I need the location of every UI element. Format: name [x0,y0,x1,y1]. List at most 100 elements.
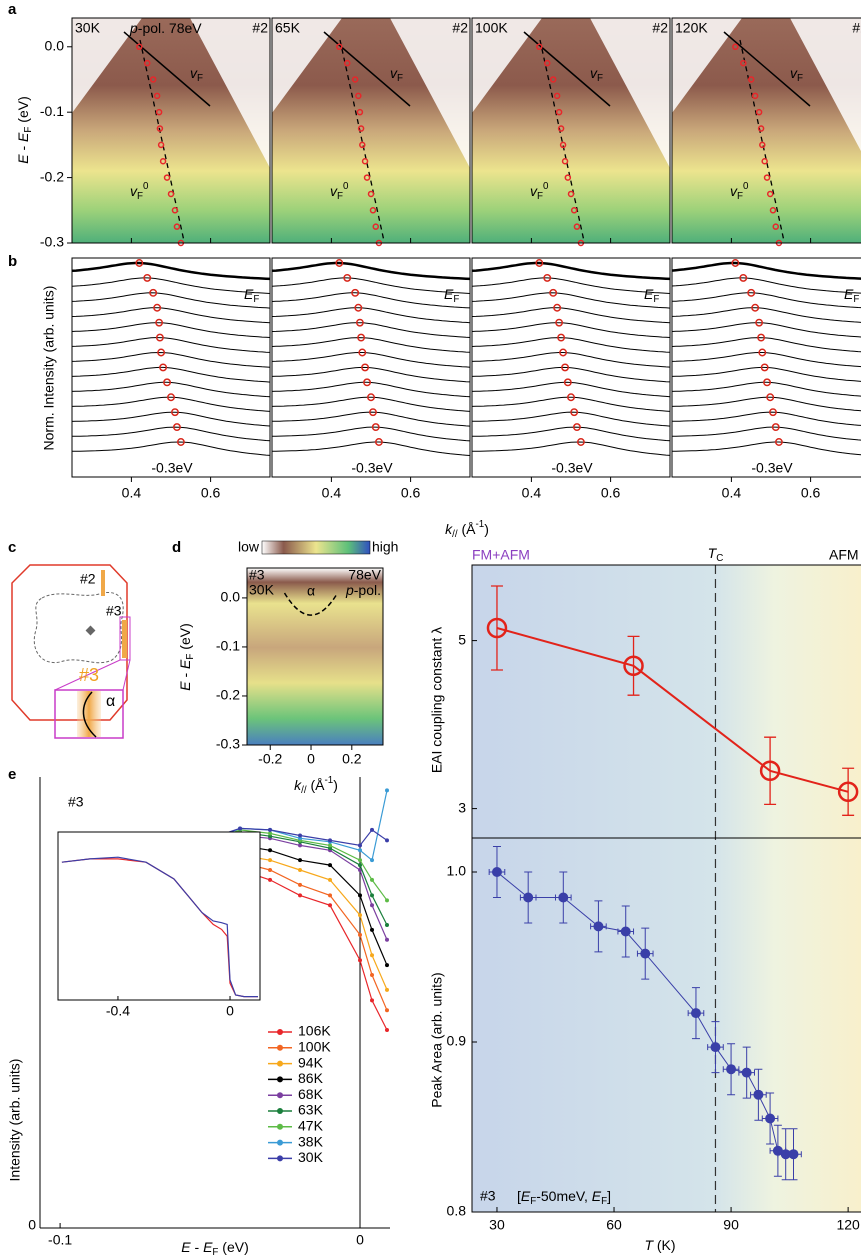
mdc-curve [271,381,471,398]
mdc-curve [471,366,671,383]
series-point [385,987,390,992]
series-point [385,1008,390,1013]
phase-label: FM+AFM [472,547,530,563]
vf-label-part: v [790,65,798,81]
ef-label: EF [844,286,859,305]
series-point [268,858,273,863]
frame [471,564,861,1213]
mdc-curve [471,261,671,281]
mdc-curve [671,426,861,441]
vf0-label-part: v [530,183,538,199]
mdc-peak [351,288,360,297]
y-tick-label: 0.0 [221,589,241,605]
mdc-peak [535,259,544,267]
mdc-peak [543,273,552,282]
series-point [298,836,303,841]
mdc-peak [143,273,152,282]
cut-label: #3 [249,567,265,583]
series-point [328,838,333,843]
y-tick-label: -0.1 [216,638,240,654]
vf-label-part: v [390,65,398,81]
pol-note: p-pol. [345,582,381,598]
peak-point [357,125,365,132]
data-point [593,921,604,932]
series-point [358,843,363,848]
x-tick-label: 120 [836,1217,860,1233]
legend-marker [277,1123,283,1130]
series-point [298,893,303,898]
frame [71,17,271,244]
cut-label: #2 [80,571,96,587]
zoom-inset [54,689,124,739]
gamma-point [85,625,96,636]
mdc-peak [572,423,581,432]
data-point [788,1149,799,1160]
mdc-peak [155,333,164,342]
peak-point [757,125,765,132]
peak-point [343,59,351,67]
cut-label: #2 [252,20,268,36]
mdc-curve [271,261,471,281]
x-axis-label-part: -1 [324,775,333,786]
range-note-part: E [592,1188,602,1204]
y-axis-label: E - EF (eV) [177,623,196,690]
octagon [11,564,128,721]
mdc-peak [135,259,144,267]
peak-point [153,92,161,100]
peak-point [367,190,375,198]
series-point [268,868,273,873]
pol-note-part: p [345,582,354,598]
peak-point [372,223,380,230]
y-tick-label: -0.1 [40,103,64,119]
mdc-curve [671,322,861,338]
peak-point [163,174,171,181]
mdc-curve [671,261,861,280]
series-point [268,877,273,882]
series-point [298,833,303,838]
legend-marker [277,1076,283,1083]
y-axis-label: Norm. Intensity (arb. units) [41,286,57,451]
mdc-peak [358,348,367,357]
x-tick-label: 0 [356,1232,364,1248]
peak-point [759,141,766,149]
mdc-peak [335,259,344,267]
mdc-curve [71,366,271,383]
mdc-peak [570,408,579,417]
mdc-peak [739,273,748,282]
panel-note: #3 [68,794,84,810]
mdc-peak [555,318,564,327]
data-point [726,1064,737,1075]
x-axis-label-part: (eV) [218,1239,248,1255]
ef-label-part: F [453,294,459,305]
mdc-curve [71,292,271,309]
mdc-curve [671,381,861,397]
data-point [558,892,569,903]
x-tick-label: 90 [723,1217,739,1233]
y-tick-label: -0.2 [40,168,64,184]
x-axis-label-part: - [191,1239,203,1255]
mdc-curve [71,426,271,442]
mdc-peak [751,303,760,312]
mdc-peak [758,348,767,357]
vf0-label-part: 0 [343,181,349,192]
series-point [370,973,375,978]
image-background [190,18,270,168]
mdc-curve [671,411,861,426]
mdc-curve [271,337,471,353]
peak-point [567,190,575,198]
frame [271,17,471,244]
mdc-curve [471,337,671,353]
mdc-peak [553,303,562,312]
mdc-curve [671,292,861,309]
series-point [358,858,363,863]
vf0-label: vF0 [730,181,749,202]
phase-label: AFM [829,547,859,563]
data-point [620,926,631,937]
x-axis-label-part: F [212,1247,218,1258]
mdc-peak [549,288,558,297]
legend-marker [277,1155,283,1162]
peak-point [761,157,768,165]
frame [471,17,671,244]
y-tick-label: 5 [458,631,466,647]
